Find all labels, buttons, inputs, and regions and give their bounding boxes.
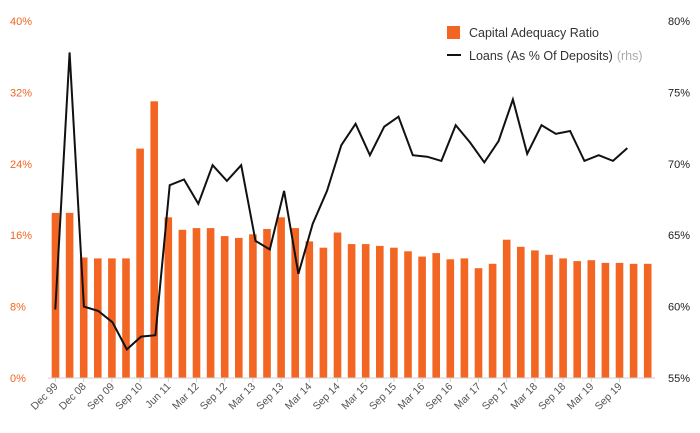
bar-capital-adequacy [65, 212, 74, 378]
x-tick-label: Mar 15 [339, 381, 371, 413]
x-tick-label: Sep 14 [311, 381, 343, 413]
y-right-tick-label: 55% [668, 373, 690, 385]
legend-line-label: Loans (As % Of Deposits) [469, 49, 613, 63]
y-left-tick-label: 24% [10, 159, 32, 171]
x-tick-label: Sep 12 [198, 381, 230, 413]
bar-capital-adequacy [587, 260, 596, 378]
x-tick-label: Sep 13 [254, 381, 286, 413]
bar-capital-adequacy [94, 258, 102, 378]
bar-capital-adequacy [573, 261, 581, 378]
bar-capital-adequacy [164, 217, 173, 378]
legend: Capital Adequacy Ratio Loans (As % Of De… [447, 26, 643, 63]
y-left-tick-label: 8% [10, 302, 26, 314]
bar-capital-adequacy [192, 228, 201, 378]
bar-capital-adequacy [108, 258, 116, 378]
bar-capital-adequacy [545, 254, 553, 378]
x-tick-label: Dec 99 [29, 381, 61, 413]
bar-capital-adequacy [235, 237, 243, 378]
bars-layer [51, 101, 652, 379]
y-right-tick-label: 70% [668, 159, 690, 171]
line-layer [54, 52, 628, 351]
bar-capital-adequacy [79, 257, 88, 378]
bar-capital-adequacy [361, 244, 370, 378]
y-right-tick-label: 80% [668, 16, 690, 28]
y-left-tick-label: 32% [10, 87, 32, 99]
bar-capital-adequacy [178, 229, 187, 378]
x-tick-label: Mar 16 [396, 381, 428, 413]
bar-capital-adequacy [615, 262, 624, 378]
bar-capital-adequacy [305, 241, 314, 378]
y-right-tick-label: 65% [668, 230, 690, 242]
x-tick-label: Mar 18 [508, 381, 540, 413]
y-right-tick-label: 60% [668, 302, 690, 314]
bar-capital-adequacy [319, 247, 328, 378]
x-tick-label: Jun 11 [143, 381, 173, 411]
bar-capital-adequacy [460, 258, 469, 378]
bar-capital-adequacy [277, 217, 285, 378]
bar-capital-adequacy [432, 253, 440, 378]
bar-capital-adequacy [643, 263, 652, 378]
bar-capital-adequacy [122, 258, 130, 378]
bar-capital-adequacy [333, 232, 342, 378]
y-left-tick-label: 16% [10, 230, 32, 242]
y-left-tick-label: 40% [10, 16, 32, 28]
bar-capital-adequacy [263, 229, 271, 378]
x-tick-label: Sep 09 [85, 381, 117, 413]
bar-capital-adequacy [601, 262, 610, 378]
y-left-tick-label: 0% [10, 373, 26, 385]
bar-capital-adequacy [136, 148, 144, 378]
bar-capital-adequacy [220, 236, 229, 378]
bar-capital-adequacy [347, 244, 356, 378]
x-tick-label: Mar 17 [452, 381, 484, 413]
bar-capital-adequacy [249, 234, 257, 378]
legend-line-note: (rhs) [617, 49, 643, 63]
bar-capital-adequacy [488, 263, 497, 378]
x-tick-label: Mar 13 [226, 381, 258, 413]
x-tick-label: Sep 15 [367, 381, 399, 413]
x-tick-label: Sep 16 [423, 381, 455, 413]
bar-capital-adequacy [150, 101, 158, 379]
x-tick-label: Dec 08 [57, 381, 89, 413]
bar-capital-adequacy [446, 259, 455, 378]
x-tick-label: Mar 12 [170, 381, 202, 413]
bar-capital-adequacy [629, 263, 638, 378]
bar-capital-adequacy [404, 251, 412, 378]
bar-capital-adequacy [418, 256, 426, 378]
x-tick-label: Mar 19 [565, 381, 597, 413]
legend-bar-swatch [447, 26, 460, 39]
bar-capital-adequacy [474, 268, 483, 378]
x-tick-label: Sep 18 [536, 381, 568, 413]
bar-capital-adequacy [502, 239, 511, 378]
legend-bar-label: Capital Adequacy Ratio [469, 26, 599, 40]
x-tick-label: Sep 17 [480, 381, 512, 413]
bar-capital-adequacy [559, 258, 567, 378]
bar-capital-adequacy [517, 246, 525, 378]
y-right-tick-label: 75% [668, 87, 690, 99]
bar-capital-adequacy [531, 250, 539, 378]
bar-capital-adequacy [376, 245, 384, 378]
bar-capital-adequacy [206, 228, 215, 378]
x-tick-label: Sep 10 [113, 381, 145, 413]
legend-line-text: Loans (As % Of Deposits) (rhs) [469, 49, 643, 63]
series-line-loans-to-deposits [54, 52, 628, 351]
bar-capital-adequacy [390, 247, 398, 378]
x-tick-label: Sep 19 [593, 381, 625, 413]
bar-capital-adequacy [291, 228, 299, 378]
x-tick-label: Mar 14 [283, 381, 315, 413]
